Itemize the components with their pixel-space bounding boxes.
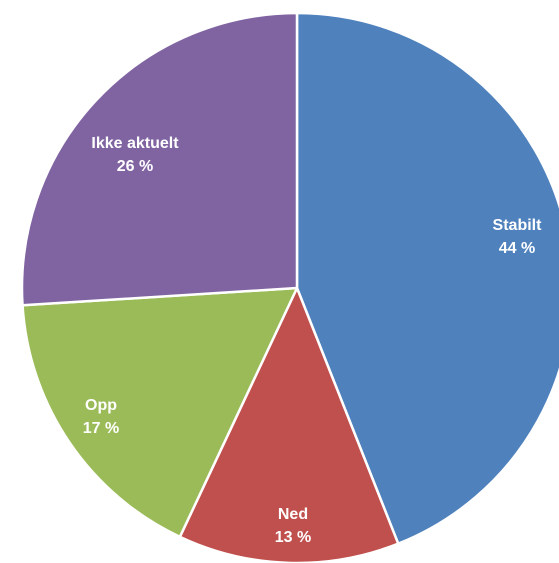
pie-slices (20, 11, 559, 563)
slice-label-ned: Ned (278, 506, 308, 523)
pie-slice-stabilt (295, 11, 559, 545)
slice-value-ned: 13 % (275, 529, 311, 546)
slice-value-stabilt: 44 % (499, 240, 535, 257)
slice-value-opp: 17 % (83, 420, 119, 437)
slice-label-opp: Opp (85, 397, 117, 414)
slice-labels: Stabilt 44 % Ned 13 % Opp 17 % Ikke aktuelt 26 … (83, 135, 542, 546)
slice-label-stabilt: Stabilt (493, 217, 543, 234)
pie-slice-ikke-aktuelt (20, 11, 299, 307)
slice-label-ikke-aktuelt: Ikke aktuelt (91, 135, 179, 152)
pie-slice-opp (21, 286, 299, 539)
slice-value-ikke-aktuelt: 26 % (117, 158, 153, 175)
